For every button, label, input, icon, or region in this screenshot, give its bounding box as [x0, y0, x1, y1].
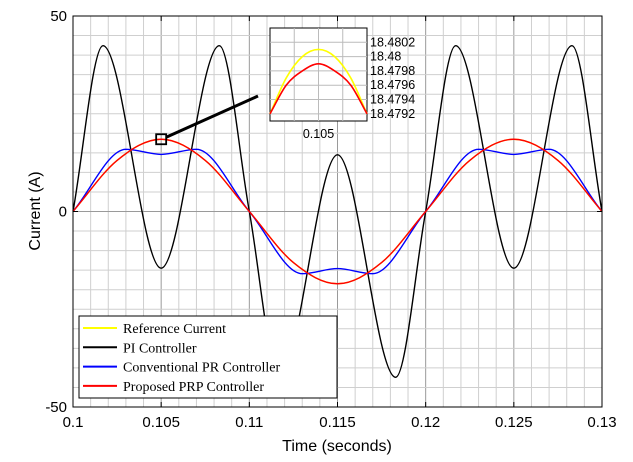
y-axis-label: Current (A) — [27, 171, 44, 250]
legend-box — [78, 315, 338, 399]
x-tick-label: 0.115 — [319, 414, 355, 431]
ticks: 0.1 0.105 0.11 0.115 0.12 0.125 0.13 -50 0 50 — [45, 8, 616, 431]
inset-proposed-line — [269, 62, 368, 115]
inset-x-tick-label: 0.105 — [303, 127, 334, 141]
legend-label-2: Conventional PR Controller — [123, 361, 280, 376]
zoom-box — [155, 133, 168, 146]
inset-y-tick-label: 18.4802 — [370, 35, 415, 49]
series-line-1 — [72, 45, 603, 378]
inset-plot: 18.480218.4818.479818.479618.479418.4792… — [269, 27, 415, 141]
x-axis-label: Time (seconds) — [282, 438, 392, 455]
legend-label-1: PI Controller — [123, 341, 197, 356]
y-tick-label: 0 — [59, 204, 67, 221]
legend: Reference Current PI Controller Convention… — [78, 315, 338, 399]
x-tick-label: 0.11 — [235, 414, 263, 431]
series-line-2 — [72, 148, 603, 275]
inset-reference-line — [269, 48, 368, 115]
inset-y-tick-label: 18.4792 — [370, 107, 415, 121]
zoom-indicator — [155, 94, 259, 146]
x-tick-label: 0.13 — [587, 414, 616, 431]
inset-y-tick-label: 18.4798 — [370, 64, 415, 78]
series-line-3 — [72, 138, 603, 285]
inset-y-tick-label: 18.4794 — [370, 93, 415, 107]
legend-label-0: Reference Current — [123, 322, 226, 337]
x-tick-label: 0.105 — [142, 414, 180, 431]
zoom-pointer — [165, 94, 259, 139]
y-tick-label: -50 — [45, 399, 67, 416]
x-tick-label: 0.12 — [411, 414, 440, 431]
y-tick-label: 50 — [50, 8, 67, 25]
x-tick-label: 0.125 — [495, 414, 533, 431]
series-layer — [72, 45, 603, 378]
x-tick-label: 0.1 — [63, 414, 84, 431]
inset-y-tick-label: 18.48 — [370, 50, 401, 64]
inset-y-tick-label: 18.4796 — [370, 78, 415, 92]
legend-label-3: Proposed PRP Controller — [123, 380, 264, 395]
